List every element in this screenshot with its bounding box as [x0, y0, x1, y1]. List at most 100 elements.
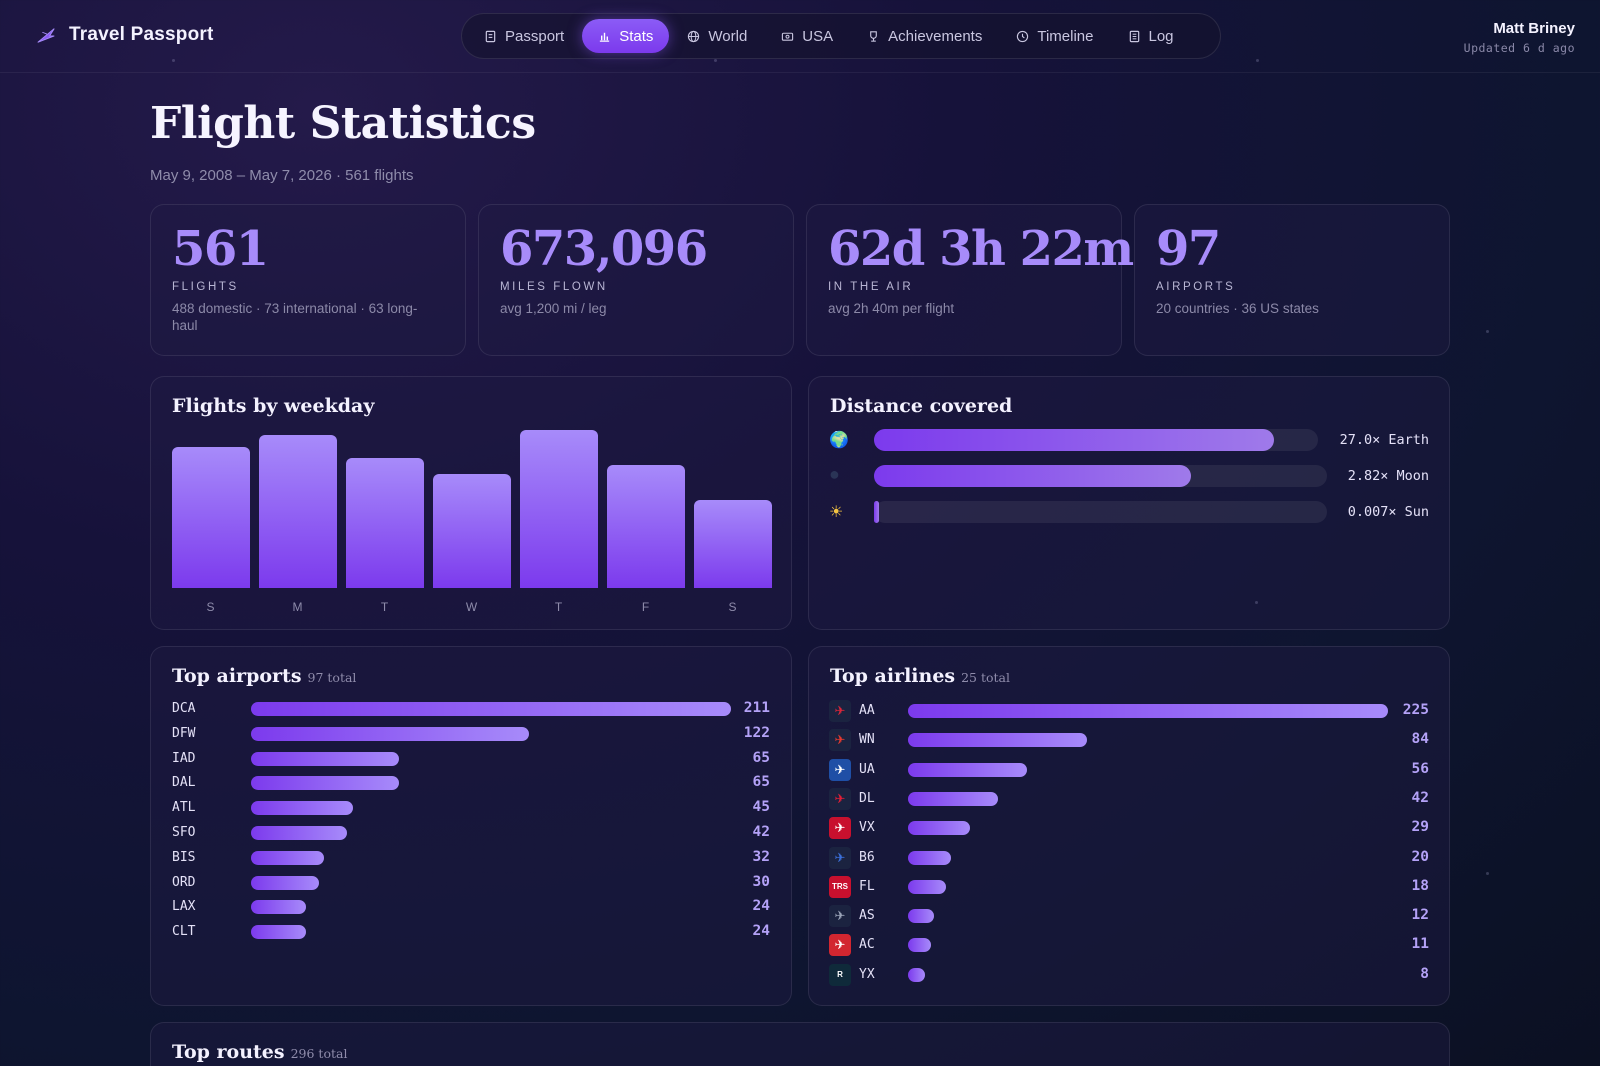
- airport-row[interactable]: ATL 45: [172, 798, 770, 818]
- airline-bar: [908, 967, 925, 982]
- airline-bar: [908, 938, 931, 953]
- user-info[interactable]: Matt Briney Updated 6 d ago: [1464, 20, 1575, 55]
- airline-row[interactable]: ✈ WN 84: [829, 729, 1429, 752]
- airport-row[interactable]: BIS 32: [172, 848, 770, 868]
- nav-tab-stats[interactable]: Stats: [582, 19, 670, 53]
- airport-code: IAD: [172, 750, 196, 766]
- airport-count: 24: [752, 923, 770, 940]
- star-dot: [1486, 330, 1489, 333]
- airline-row[interactable]: ✈ VX 29: [829, 817, 1429, 840]
- airport-count: 42: [752, 824, 770, 840]
- distance-track: [874, 465, 1327, 487]
- weekday-bar[interactable]: [694, 500, 772, 588]
- airline-count: 11: [1411, 936, 1429, 953]
- airport-row[interactable]: DCA 211: [172, 699, 770, 719]
- airline-bar: [908, 762, 1027, 777]
- airport-bar: [251, 702, 731, 716]
- nav-tab-label: USA: [802, 27, 834, 45]
- nav-tab-label: Log: [1148, 27, 1174, 45]
- airline-row[interactable]: ✈ AS 12: [829, 905, 1429, 928]
- airline-count: 20: [1411, 848, 1429, 865]
- airline-bar: [908, 850, 951, 865]
- distance-title: Distance covered: [830, 395, 1013, 417]
- airline-bar: [908, 791, 998, 806]
- nav-tab-label: Stats: [619, 27, 654, 45]
- distance-value: 27.0× Earth: [1339, 432, 1429, 448]
- airline-code: B6: [859, 849, 875, 865]
- weekday-bar[interactable]: [520, 430, 598, 588]
- american-logo: ✈: [829, 700, 851, 722]
- airline-code: VX: [859, 820, 875, 836]
- airport-code: ORD: [172, 874, 196, 890]
- airport-code: DCA: [172, 701, 196, 716]
- nav-tab-log[interactable]: Log: [1112, 19, 1190, 53]
- airport-row[interactable]: DAL 65: [172, 773, 770, 793]
- airport-count: 24: [752, 898, 770, 915]
- united-logo: ✈: [829, 758, 851, 781]
- nav-tab-passport[interactable]: Passport: [468, 19, 580, 53]
- delta-logo: ✈: [829, 787, 851, 810]
- airport-bar: [251, 826, 347, 840]
- stat-detail: avg 2h 40m per flight: [828, 301, 955, 316]
- weekday-bar[interactable]: [607, 465, 685, 588]
- airport-row[interactable]: IAD 65: [172, 749, 770, 769]
- airline-row[interactable]: ✈ AC 11: [829, 934, 1429, 957]
- stat-detail: 488 domestic · 73 international · 63 lon…: [172, 301, 418, 333]
- distance-fill: [874, 465, 1191, 487]
- nav-tab-label: Passport: [505, 27, 565, 45]
- airport-count: 122: [743, 724, 770, 741]
- airport-row[interactable]: CLT 24: [172, 922, 770, 942]
- nav-tab-usa[interactable]: USA: [765, 19, 849, 53]
- aircanada-logo: ✈: [829, 934, 851, 957]
- nav-tab-timeline[interactable]: Timeline: [1000, 19, 1109, 53]
- airline-row[interactable]: R YX 8: [829, 963, 1429, 986]
- distance-card: Distance covered: [808, 376, 1450, 630]
- bar-chart-icon: [598, 30, 611, 43]
- weekday-bar[interactable]: [172, 447, 250, 588]
- airline-code: AC: [859, 937, 875, 953]
- page-subtitle: May 9, 2008 – May 7, 2026 · 561 flights: [150, 167, 414, 184]
- virgin-logo: ✈: [829, 817, 851, 840]
- weekday-label: F: [641, 600, 650, 614]
- brand[interactable]: Travel Passport: [35, 24, 214, 46]
- nav-tab-world[interactable]: World: [671, 19, 763, 53]
- weekday-bar[interactable]: [346, 458, 424, 588]
- airline-bar: [908, 821, 970, 836]
- airport-row[interactable]: ORD 30: [172, 873, 770, 893]
- airport-count: 211: [743, 700, 770, 716]
- weekday-bar[interactable]: [259, 435, 337, 588]
- weekday-label: W: [465, 600, 478, 614]
- airline-bar: [908, 733, 1087, 748]
- airline-bar: [908, 879, 946, 894]
- airline-count: 18: [1411, 877, 1429, 894]
- weekday-label: T: [380, 600, 389, 614]
- airport-row[interactable]: DFW 122: [172, 724, 770, 744]
- top-airports-title: Top airports 97 total: [172, 665, 356, 687]
- nav-tab-achievements[interactable]: Achievements: [851, 19, 998, 53]
- airport-row[interactable]: SFO 42: [172, 823, 770, 843]
- sun-icon: ☀: [829, 504, 844, 521]
- stat-value: 561: [172, 221, 269, 277]
- stat-value: 97: [1156, 221, 1221, 277]
- airport-row[interactable]: LAX 24: [172, 897, 770, 917]
- airline-count: 42: [1411, 789, 1429, 806]
- stat-label: IN THE AIR: [828, 281, 914, 293]
- flag-icon: [781, 30, 794, 43]
- airline-code: DL: [859, 790, 875, 806]
- airline-row[interactable]: ✈ UA 56: [829, 758, 1429, 781]
- airline-code: FL: [859, 878, 875, 894]
- airline-row[interactable]: ✈ B6 20: [829, 846, 1429, 869]
- airline-bar: [908, 909, 934, 924]
- top-routes-total: 296 total: [290, 1046, 348, 1061]
- airline-row[interactable]: ✈ DL 42: [829, 787, 1429, 810]
- clock-icon: [1016, 30, 1029, 43]
- airport-code: ATL: [172, 800, 196, 816]
- distance-value: 2.82× Moon: [1347, 468, 1429, 484]
- airline-row[interactable]: TRS FL 18: [829, 875, 1429, 898]
- airport-code: DFW: [172, 725, 196, 741]
- stat-label: FLIGHTS: [172, 281, 239, 293]
- top-airlines-total: 25 total: [961, 670, 1011, 685]
- airline-row[interactable]: ✈ AA 225: [829, 700, 1429, 722]
- main-nav: Passport Stats World USA Achievements Timelin…: [461, 13, 1221, 59]
- weekday-bar[interactable]: [433, 474, 511, 588]
